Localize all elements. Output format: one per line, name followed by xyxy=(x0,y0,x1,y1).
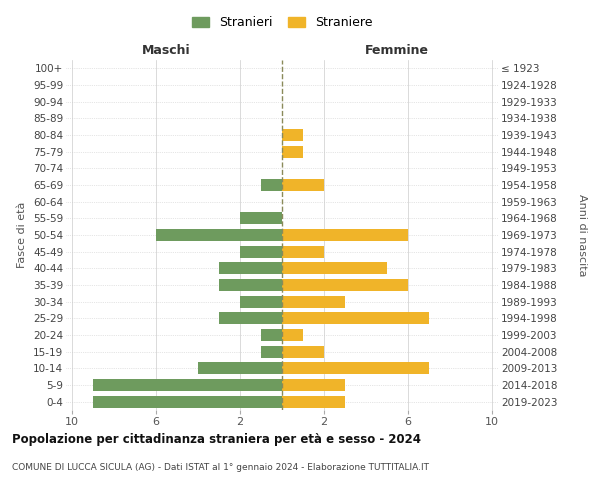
Bar xyxy=(198,362,282,374)
Bar xyxy=(93,396,282,407)
Bar xyxy=(282,396,345,407)
Bar xyxy=(282,129,303,141)
Bar xyxy=(219,262,282,274)
Bar xyxy=(282,329,303,341)
Text: Maschi: Maschi xyxy=(142,44,191,57)
Bar xyxy=(282,296,345,308)
Bar xyxy=(261,329,282,341)
Y-axis label: Anni di nascita: Anni di nascita xyxy=(577,194,587,276)
Bar xyxy=(282,279,408,291)
Y-axis label: Fasce di età: Fasce di età xyxy=(17,202,28,268)
Legend: Stranieri, Straniere: Stranieri, Straniere xyxy=(187,11,377,34)
Bar xyxy=(282,146,303,158)
Bar xyxy=(156,229,282,241)
Text: Femmine: Femmine xyxy=(365,44,430,57)
Bar xyxy=(261,346,282,358)
Text: Popolazione per cittadinanza straniera per età e sesso - 2024: Popolazione per cittadinanza straniera p… xyxy=(12,432,421,446)
Bar xyxy=(282,179,324,191)
Bar xyxy=(219,312,282,324)
Bar xyxy=(240,246,282,258)
Bar xyxy=(261,179,282,191)
Bar xyxy=(282,312,429,324)
Bar xyxy=(282,246,324,258)
Bar xyxy=(282,362,429,374)
Bar xyxy=(282,229,408,241)
Bar xyxy=(282,346,324,358)
Bar xyxy=(219,279,282,291)
Bar xyxy=(240,296,282,308)
Bar xyxy=(240,212,282,224)
Bar xyxy=(282,262,387,274)
Text: COMUNE DI LUCCA SICULA (AG) - Dati ISTAT al 1° gennaio 2024 - Elaborazione TUTTI: COMUNE DI LUCCA SICULA (AG) - Dati ISTAT… xyxy=(12,462,429,471)
Bar xyxy=(282,379,345,391)
Bar xyxy=(93,379,282,391)
